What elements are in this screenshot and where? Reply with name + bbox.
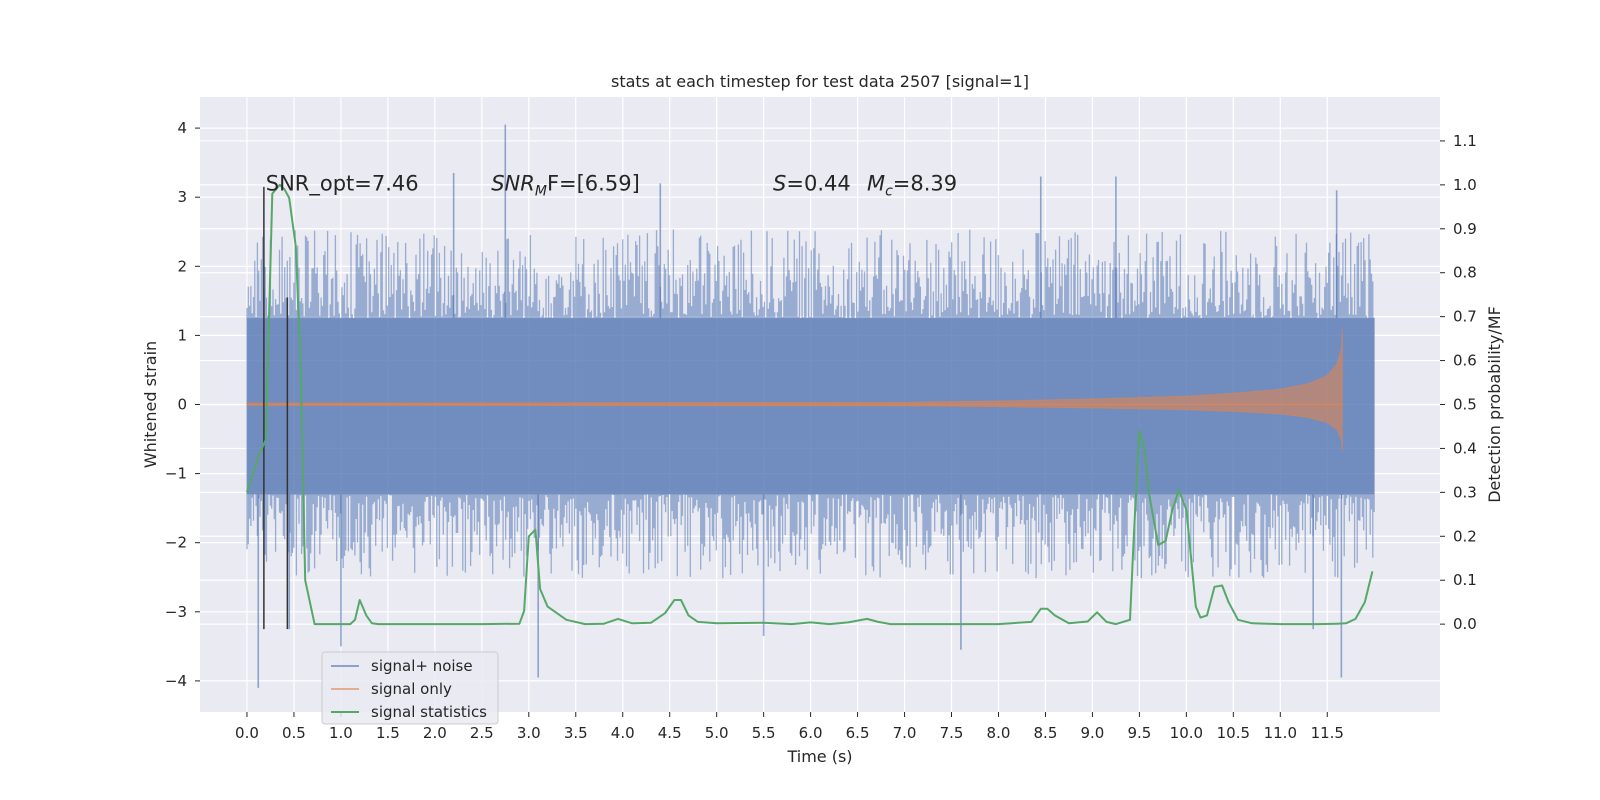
legend-label-signal-only: signal only xyxy=(371,680,452,698)
annotation-value: =0.44 xyxy=(786,171,850,195)
y2-tick-label: 0.0 xyxy=(1453,615,1477,633)
data-layer xyxy=(246,124,1375,688)
y2-tick-label: 1.0 xyxy=(1453,176,1477,194)
y2-tick-label: 0.9 xyxy=(1453,220,1477,238)
x-tick-label: 10.0 xyxy=(1170,724,1203,742)
y-axis-label: Whitened strain xyxy=(141,341,160,468)
y-tick-label: 4 xyxy=(177,119,187,137)
legend-label-signal-noise: signal+ noise xyxy=(371,657,473,675)
legend-label-signal-statistics: signal statistics xyxy=(371,703,487,721)
x-tick-label: 9.0 xyxy=(1080,724,1104,742)
annotation-spin: S=0.44 xyxy=(773,171,851,195)
y-tick-label: −4 xyxy=(165,672,187,690)
y2-tick-label: 0.7 xyxy=(1453,308,1477,326)
y-tick-label: −1 xyxy=(165,465,187,483)
x-tick-label: 6.5 xyxy=(846,724,870,742)
annotation-subscript: M xyxy=(535,183,547,199)
annotation-symbol: S xyxy=(773,171,786,195)
x-tick-label: 1.0 xyxy=(329,724,353,742)
x-tick-label: 1.5 xyxy=(376,724,400,742)
x-tick-label: 2.0 xyxy=(423,724,447,742)
y-tick-label: −2 xyxy=(165,534,187,552)
annotation-subscript: c xyxy=(885,183,893,199)
y-tick-label: −3 xyxy=(165,603,187,621)
y2-tick-label: 0.3 xyxy=(1453,483,1477,501)
axes: 0.0 0.5 1.0 1.5 2.0 2.5 3.0 3.5 4.0 4.5 5.0 5.5 6.0 6… xyxy=(165,119,1477,742)
x-tick-label: 8.5 xyxy=(1034,724,1058,742)
y2-tick-label: 0.1 xyxy=(1453,571,1477,589)
x-tick-label: 0.0 xyxy=(235,724,259,742)
x-tick-label: 4.5 xyxy=(658,724,682,742)
y2-tick-label: 0.5 xyxy=(1453,396,1477,414)
legend: signal+ noise signal only signal statist… xyxy=(321,651,499,725)
annotation-chirp-mass: Mc=8.39 xyxy=(867,171,957,199)
y-tick-label: 1 xyxy=(177,326,187,344)
annotation-value: F=[6.59] xyxy=(547,171,640,195)
x-tick-label: 7.0 xyxy=(893,724,917,742)
y2-tick-label: 1.1 xyxy=(1453,132,1477,150)
y2-tick-label: 0.2 xyxy=(1453,527,1477,545)
legend-box xyxy=(321,651,499,725)
x-tick-label: 7.5 xyxy=(940,724,964,742)
x-tick-label: 11.0 xyxy=(1264,724,1297,742)
signal-statistics-line xyxy=(246,183,1374,626)
signal-noise-trace xyxy=(246,229,1375,579)
y2-tick-label: 0.4 xyxy=(1453,439,1477,457)
annotation-value: =8.39 xyxy=(893,171,957,195)
x-tick-label: 8.0 xyxy=(987,724,1011,742)
x-tick-label: 11.5 xyxy=(1311,724,1344,742)
annotation-snr-opt: SNR_opt=7.46 xyxy=(266,171,419,196)
x-tick-label: 3.5 xyxy=(564,724,588,742)
y2-tick-label: 0.8 xyxy=(1453,264,1477,282)
x-tick-label: 2.5 xyxy=(470,724,494,742)
annotation-symbol: M xyxy=(867,171,885,195)
x-tick-label: 5.0 xyxy=(705,724,729,742)
x-tick-label: 4.0 xyxy=(611,724,635,742)
y2-axis-label: Detection probability/MF xyxy=(1485,306,1504,503)
x-tick-label: 10.5 xyxy=(1217,724,1250,742)
annotation-symbol: SNR xyxy=(491,171,535,195)
y-tick-label: 3 xyxy=(177,188,187,206)
y2-tick-label: 0.6 xyxy=(1453,352,1477,370)
x-axis-label: Time (s) xyxy=(786,747,852,766)
annotation-snr-mf: SNRMF=[6.59] xyxy=(491,171,640,199)
annotations: SNR_opt=7.46 SNRMF=[6.59] S=0.44 Mc=8.39 xyxy=(266,171,957,199)
chart-title: stats at each timestep for test data 250… xyxy=(611,72,1029,91)
x-tick-label: 9.5 xyxy=(1127,724,1151,742)
x-tick-label: 5.5 xyxy=(752,724,776,742)
signal-only-chirp xyxy=(246,328,1343,452)
x-tick-label: 6.0 xyxy=(799,724,823,742)
y-tick-label: 2 xyxy=(177,257,187,275)
x-tick-label: 3.0 xyxy=(517,724,541,742)
x-tick-label: 0.5 xyxy=(282,724,306,742)
y-tick-label: 0 xyxy=(177,396,187,414)
series-signal-only xyxy=(246,328,1343,452)
